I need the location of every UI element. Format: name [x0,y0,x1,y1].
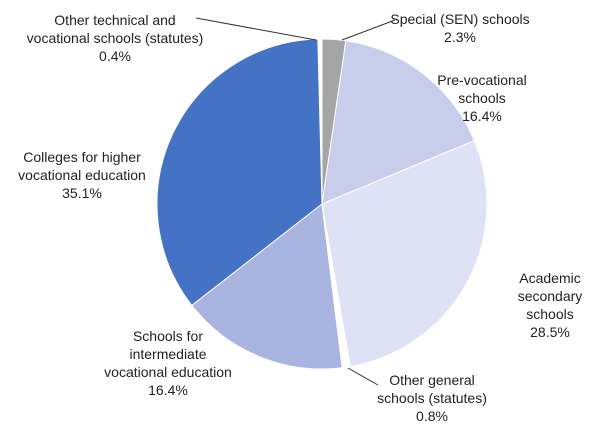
slice-label: Colleges for higher vocational education… [18,148,146,202]
pie-slice [191,203,343,370]
pie-slice [321,40,475,205]
category-name: Colleges for higher vocational education [18,149,146,183]
value-label: 28.5% [530,324,570,340]
slice-label: Other technical and vocational schools (… [27,11,204,65]
pie-slice [321,38,347,205]
category-name: Other technical and vocational schools (… [26,12,204,46]
pie-slice [156,38,323,307]
category-name: Schools for intermediate vocational educ… [104,328,232,380]
leader-line [341,19,396,41]
category-name: Pre-vocational schools [437,72,527,106]
slice-label: Special (SEN) schools 2.3% [390,10,529,46]
leader-line [195,17,317,41]
value-label: 0.8% [416,408,448,424]
value-label: 16.4% [462,108,502,124]
category-name: Academic secondary schools [517,270,583,322]
value-label: 16.4% [148,382,188,398]
slice-label: Academic secondary schools 28.5% [518,269,583,341]
leader-line [347,367,379,386]
category-name: Special (SEN) schools [390,11,530,27]
pie-slice [321,139,488,368]
slice-label: Schools for intermediate vocational educ… [104,327,232,399]
value-label: 2.3% [444,29,476,45]
slice-label: Pre-vocational schools 16.4% [437,71,527,125]
category-name: Other general schools (statutes) [377,372,487,406]
value-label: 0.4% [99,48,131,64]
slice-label: Other general schools (statutes) 0.8% [377,371,487,425]
value-label: 35.1% [62,185,102,201]
